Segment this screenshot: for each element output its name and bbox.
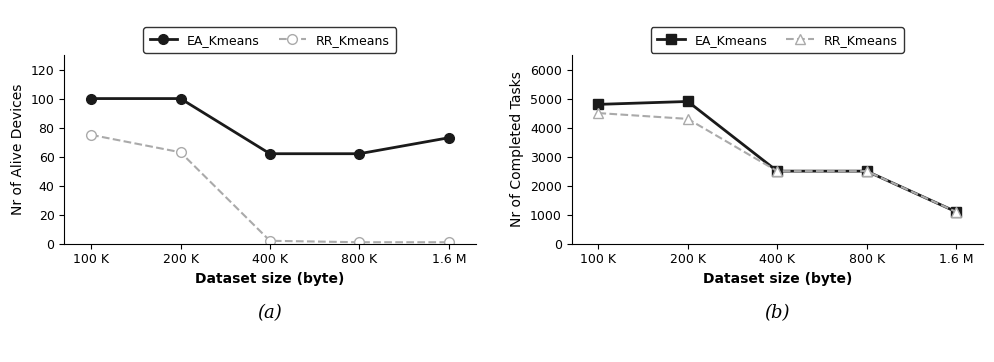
EA_Kmeans [950, 210, 962, 214]
EA_Kmeans [175, 96, 187, 101]
RR_Kmeans [592, 111, 604, 115]
RR_Kmeans [861, 169, 873, 173]
RR_Kmeans [950, 210, 962, 214]
Y-axis label: Nr of Completed Tasks: Nr of Completed Tasks [510, 71, 524, 227]
Text: (a): (a) [257, 304, 282, 322]
EA_Kmeans [354, 152, 366, 156]
RR_Kmeans [354, 240, 366, 244]
RR_Kmeans [175, 150, 187, 155]
Line: EA_Kmeans: EA_Kmeans [86, 94, 453, 159]
Text: (b): (b) [764, 304, 790, 322]
RR_Kmeans [85, 133, 97, 137]
EA_Kmeans [85, 96, 97, 101]
X-axis label: Dataset size (byte): Dataset size (byte) [703, 272, 852, 286]
Legend: EA_Kmeans, RR_Kmeans: EA_Kmeans, RR_Kmeans [651, 27, 904, 53]
Line: EA_Kmeans: EA_Kmeans [593, 97, 961, 216]
Line: RR_Kmeans: RR_Kmeans [593, 108, 961, 216]
Legend: EA_Kmeans, RR_Kmeans: EA_Kmeans, RR_Kmeans [143, 27, 397, 53]
EA_Kmeans [861, 169, 873, 173]
Line: RR_Kmeans: RR_Kmeans [86, 130, 453, 247]
RR_Kmeans [682, 117, 694, 121]
X-axis label: Dataset size (byte): Dataset size (byte) [195, 272, 345, 286]
EA_Kmeans [682, 99, 694, 104]
EA_Kmeans [264, 152, 276, 156]
EA_Kmeans [592, 102, 604, 106]
Y-axis label: Nr of Alive Devices: Nr of Alive Devices [11, 84, 25, 215]
EA_Kmeans [771, 169, 783, 173]
RR_Kmeans [264, 239, 276, 243]
RR_Kmeans [771, 169, 783, 173]
RR_Kmeans [442, 240, 454, 244]
EA_Kmeans [442, 136, 454, 140]
